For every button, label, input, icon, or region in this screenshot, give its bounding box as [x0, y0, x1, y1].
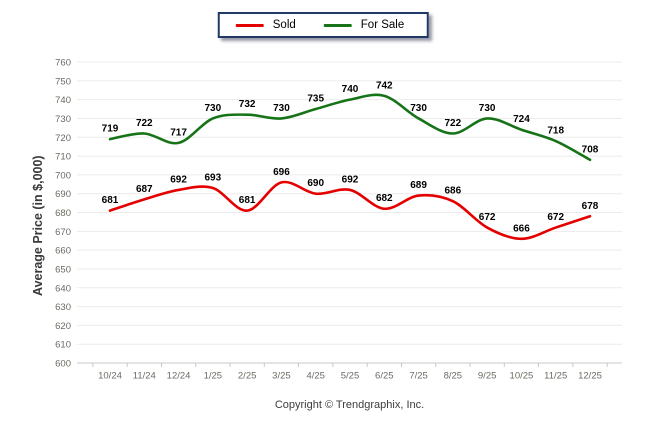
- data-point-label: 678: [582, 201, 599, 212]
- data-point-label: 730: [273, 103, 290, 114]
- y-tick-label: 720: [55, 133, 71, 144]
- y-tick-label: 660: [55, 246, 71, 257]
- data-point-label: 689: [410, 180, 427, 191]
- y-tick-label: 680: [55, 208, 71, 219]
- data-point-label: 730: [479, 103, 496, 114]
- y-tick-label: 650: [55, 264, 71, 275]
- x-tick-label: 10/25: [510, 371, 534, 382]
- y-tick-label: 740: [55, 95, 71, 106]
- x-tick-label: 4/25: [306, 371, 325, 382]
- x-axis-tick-labels: 10/24 11/24 12/24 1/25 2/25 3/25 4/25 5/25 6/25 7…: [92, 363, 608, 382]
- legend-item-sold: Sold: [235, 19, 296, 31]
- x-tick-label: 2/25: [238, 371, 257, 382]
- x-tick-label: 3/25: [272, 371, 291, 382]
- series-line-for-sale: [108, 93, 592, 162]
- data-point-labels: 681 687 692 693 681 696 690 692 682 689 686 672 666 6…: [102, 80, 599, 234]
- data-point-label: 692: [170, 174, 187, 185]
- data-point-label: 730: [410, 103, 427, 114]
- gridlines: [77, 61, 622, 364]
- data-point-label: 696: [273, 167, 290, 178]
- x-tick-label: 12/24: [167, 371, 191, 382]
- x-tick-label: 8/25: [444, 371, 463, 382]
- legend-label-for-sale: For Sale: [360, 19, 405, 31]
- series-line-sold: [108, 180, 592, 241]
- y-tick-label: 610: [55, 340, 71, 351]
- x-tick-label: 1/25: [204, 371, 223, 382]
- y-tick-label: 600: [55, 359, 71, 370]
- data-point-label: 693: [205, 173, 222, 184]
- y-tick-label: 700: [55, 170, 71, 181]
- y-axis-title: Average Price (in $,000): [31, 155, 45, 296]
- data-point-label: 724: [513, 114, 530, 125]
- y-tick-label: 750: [55, 76, 71, 87]
- y-tick-label: 620: [55, 321, 71, 332]
- x-tick-label: 9/25: [478, 371, 497, 382]
- for-sale-line-swatch: [323, 23, 352, 27]
- data-point-label: 717: [170, 127, 187, 138]
- y-tick-label: 690: [55, 189, 71, 200]
- data-point-label: 730: [205, 103, 222, 114]
- x-tick-label: 6/25: [375, 371, 394, 382]
- x-tick-label: 10/24: [98, 371, 122, 382]
- data-point-label: 681: [102, 195, 119, 206]
- data-point-label: 692: [342, 174, 359, 185]
- data-point-label: 708: [582, 144, 599, 155]
- y-tick-label: 670: [55, 227, 71, 238]
- y-tick-label: 640: [55, 283, 71, 294]
- data-point-label: 740: [342, 84, 359, 95]
- y-axis-tick-labels: 760 750 740 730 720 710 700 690 680 670 660 650 640 6…: [55, 58, 71, 370]
- y-tick-label: 710: [55, 152, 71, 163]
- x-tick-label: 12/25: [578, 371, 602, 382]
- y-tick-label: 630: [55, 302, 71, 313]
- series-lines: [108, 93, 592, 241]
- data-point-label: 742: [376, 80, 393, 91]
- data-point-label: 735: [307, 94, 324, 105]
- y-tick-label: 730: [55, 114, 71, 125]
- legend: Sold For Sale: [217, 12, 429, 38]
- data-point-label: 722: [136, 118, 153, 129]
- data-point-label: 672: [479, 212, 496, 223]
- data-point-label: 682: [376, 193, 393, 204]
- data-point-label: 687: [136, 184, 153, 195]
- y-tick-label: 760: [55, 58, 71, 69]
- x-tick-label: 7/25: [409, 371, 428, 382]
- data-point-label: 681: [239, 195, 256, 206]
- legend-label-sold: Sold: [272, 19, 296, 31]
- data-point-label: 718: [547, 126, 564, 137]
- copyright-text: Copyright © Trendgraphix, Inc.: [274, 399, 425, 411]
- data-point-label: 722: [445, 118, 462, 129]
- x-tick-label: 11/25: [544, 371, 567, 382]
- x-tick-label: 5/25: [341, 371, 360, 382]
- data-point-label: 666: [513, 223, 530, 234]
- data-point-label: 686: [445, 186, 462, 197]
- sold-line-swatch: [235, 23, 264, 27]
- data-point-label: 719: [102, 124, 119, 135]
- data-point-label: 732: [239, 99, 256, 110]
- data-point-label: 690: [307, 178, 324, 189]
- x-tick-label: 11/24: [133, 371, 156, 382]
- legend-item-for-sale: For Sale: [323, 19, 405, 31]
- data-point-label: 672: [547, 212, 564, 223]
